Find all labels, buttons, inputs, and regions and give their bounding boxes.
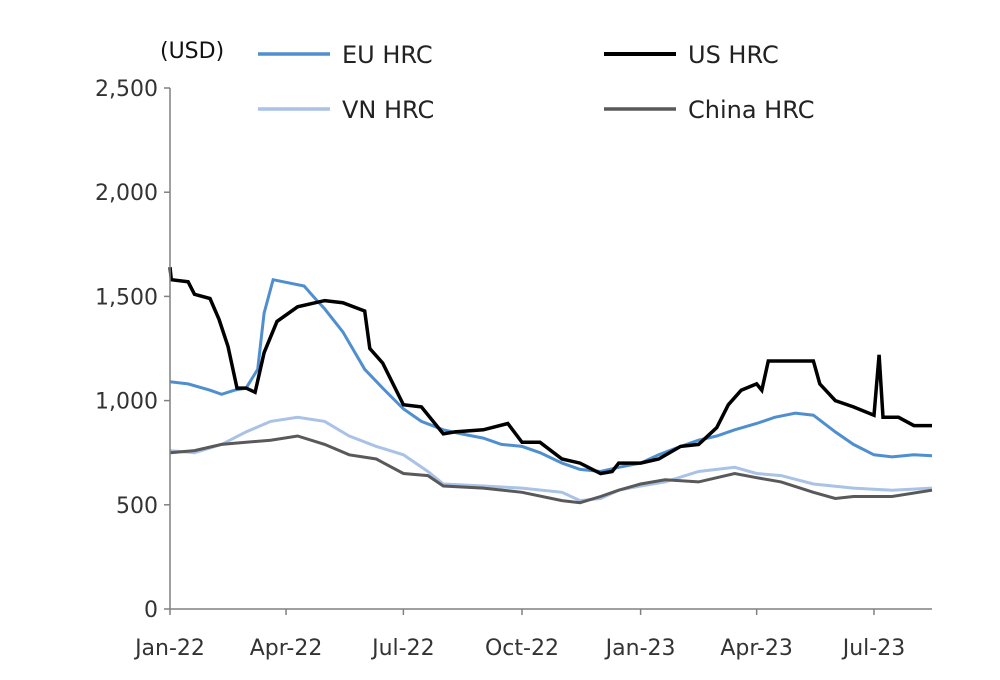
- legend: EU HRC US HRC VN HRC China HRC: [258, 41, 814, 124]
- x-tick-label: Apr-23: [720, 636, 793, 661]
- y-tick-label: 1,000: [95, 390, 158, 415]
- legend-label: VN HRC: [342, 96, 434, 124]
- legend-item-eu-hrc: EU HRC: [258, 41, 433, 69]
- axis-layer: 0 500 1,000 1,500 2,000 2,500 Jan-22 Apr-22 Jul-…: [95, 77, 932, 661]
- y-tick-label: 2,500: [95, 77, 158, 102]
- x-tick-label: Jan-23: [604, 636, 676, 661]
- y-tick-label: 1,500: [95, 285, 158, 310]
- x-tick-label: Oct-22: [485, 636, 559, 661]
- y-tick-label: 2,000: [95, 181, 158, 206]
- y-tick-label: 500: [116, 494, 158, 519]
- legend-label: EU HRC: [342, 41, 433, 69]
- legend-label: US HRC: [688, 41, 779, 69]
- legend-label: China HRC: [688, 96, 814, 124]
- series-line-vn-hrc: [169, 415, 933, 503]
- x-tick-label: Jan-22: [133, 636, 205, 661]
- series-line-us-hrc: [168, 267, 932, 476]
- x-tick-label: Jul-23: [841, 636, 905, 661]
- series-line-eu-hrc: [169, 277, 933, 474]
- legend-item-vn-hrc: VN HRC: [258, 96, 434, 124]
- x-tick-label: Jul-22: [370, 636, 434, 661]
- x-tick-label: Apr-22: [250, 636, 323, 661]
- legend-item-us-hrc: US HRC: [604, 41, 779, 69]
- legend-item-china-hrc: China HRC: [604, 96, 814, 124]
- y-tick-label: 0: [144, 598, 158, 623]
- series-line-china-hrc: [169, 434, 933, 505]
- unit-label: (USD): [160, 39, 224, 64]
- series-layer: [168, 267, 933, 505]
